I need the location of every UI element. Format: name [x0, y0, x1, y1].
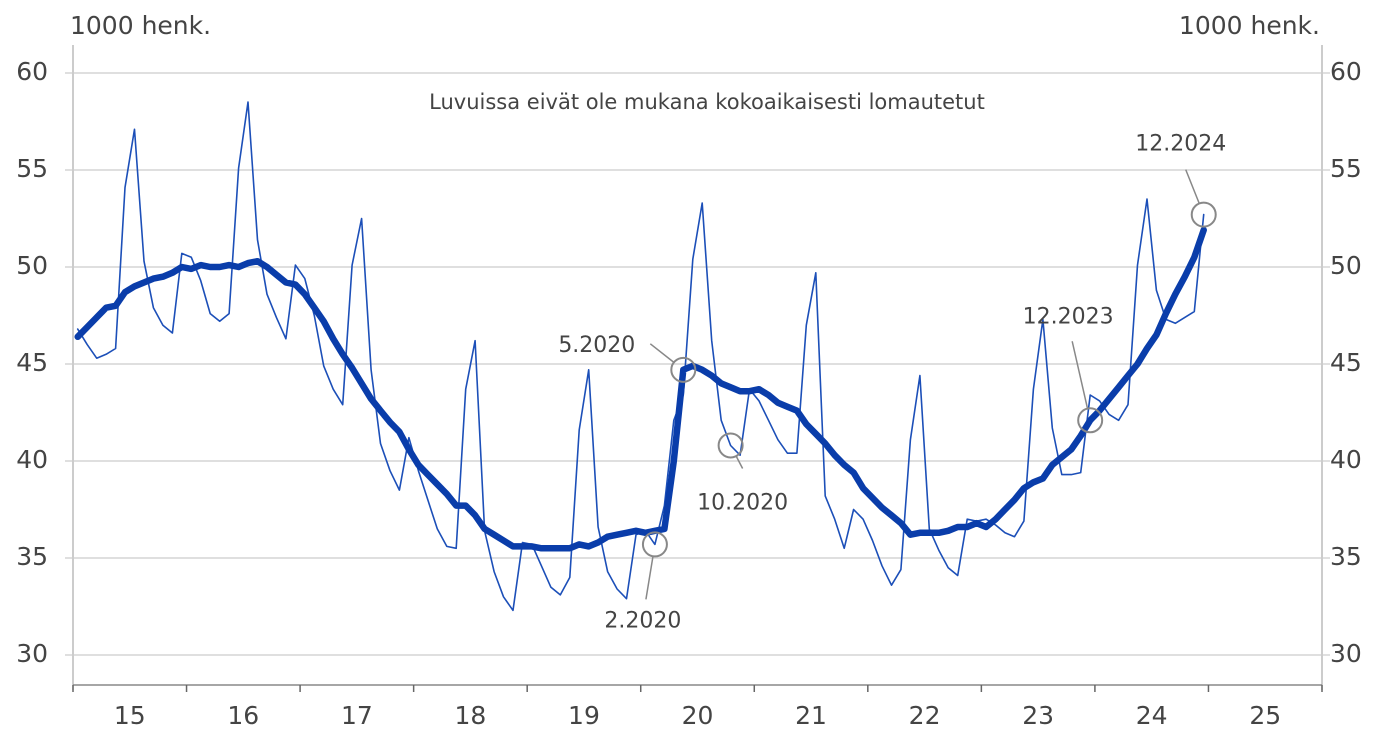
y-tick-label: 60 [16, 57, 48, 86]
x-tick-label: 18 [455, 701, 487, 730]
annotation-marker [1190, 201, 1217, 228]
x-tick-label: 25 [1249, 701, 1281, 730]
annotation-leader [645, 556, 654, 600]
x-tick-label: 22 [909, 701, 941, 730]
y-tick-label: 30 [16, 639, 48, 668]
annotation-label: 2.2020 [604, 608, 681, 633]
y2-tick-label: 50 [1330, 251, 1362, 280]
x-tick-label: 19 [568, 701, 600, 730]
x-tick-label: 16 [227, 701, 259, 730]
annotation-marker [670, 356, 697, 383]
annotation-label: 12.2024 [1135, 132, 1226, 157]
y-tick-label: 40 [16, 445, 48, 474]
line-series [74, 226, 1207, 552]
y-tick-label: 45 [16, 348, 48, 377]
y2-axis-label: 1000 henk. [1179, 11, 1320, 40]
y2-tick-label: 40 [1330, 445, 1362, 474]
y-tick-label: 50 [16, 251, 48, 280]
annotation-leader [649, 343, 675, 363]
note: Luvuissa eivät ole mukana kokoaikaisesti… [429, 90, 985, 114]
y2-tick-label: 35 [1330, 542, 1362, 571]
x-tick-label: 15 [114, 701, 146, 730]
annotation-leader [735, 455, 744, 469]
x-tick-label: 24 [1136, 701, 1168, 730]
x-tick-label: 17 [341, 701, 373, 730]
y2-tick-label: 60 [1330, 57, 1362, 86]
x-tick-label: 23 [1022, 701, 1054, 730]
x-tick-label: 20 [682, 701, 714, 730]
annotation-marker [717, 432, 744, 459]
x-tick-label: 21 [795, 701, 827, 730]
annotation-leader [1185, 169, 1200, 204]
annotation-marker [641, 531, 668, 558]
annotation-marker [1077, 407, 1104, 434]
y2-tick-label: 45 [1330, 348, 1362, 377]
y-tick-label: 55 [16, 154, 48, 183]
y2-tick-label: 55 [1330, 154, 1362, 183]
annotation-leader [1071, 341, 1089, 409]
annotation-label: 12.2023 [1023, 304, 1114, 329]
annotation-label: 10.2020 [697, 490, 788, 515]
y-tick-label: 35 [16, 542, 48, 571]
y-axis-label: 1000 henk. [70, 11, 211, 40]
annotation-label: 5.2020 [558, 333, 635, 358]
y2-tick-label: 30 [1330, 639, 1362, 668]
